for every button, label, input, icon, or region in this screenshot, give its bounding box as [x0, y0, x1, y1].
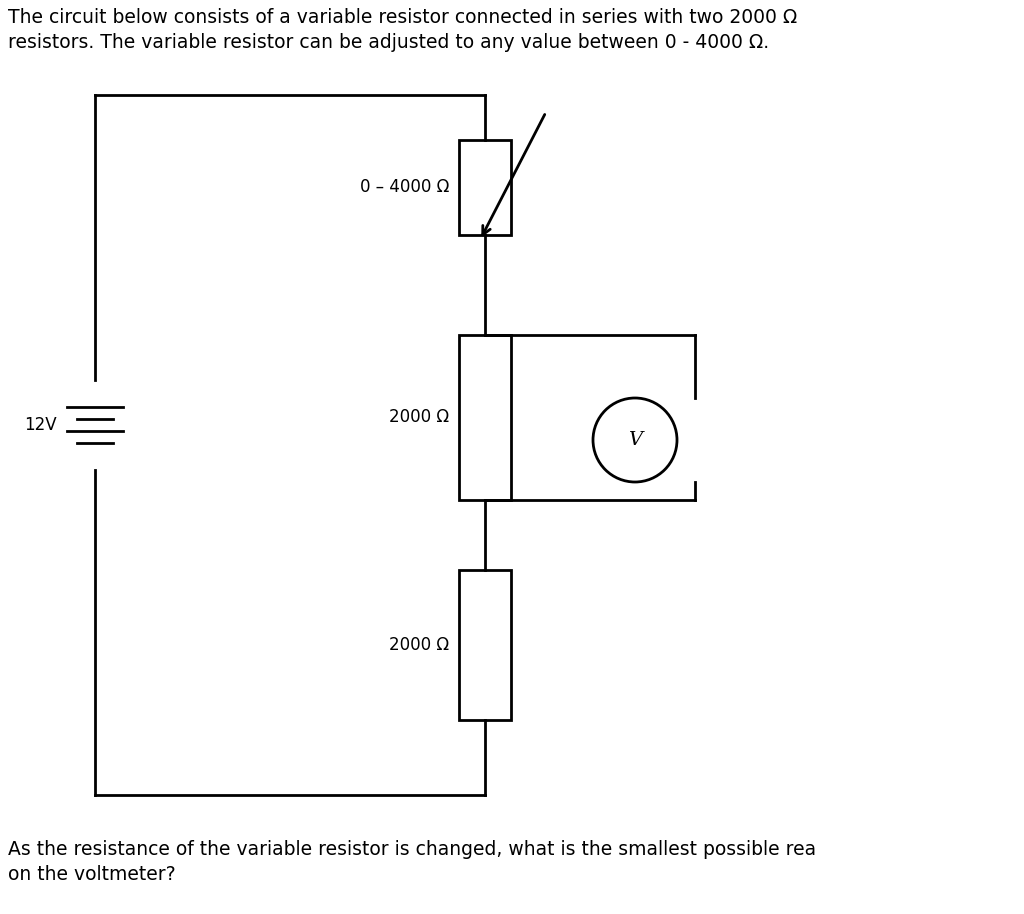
Text: 0 – 4000 Ω: 0 – 4000 Ω: [359, 178, 449, 197]
Text: 2000 Ω: 2000 Ω: [389, 636, 449, 654]
Text: 12V: 12V: [25, 416, 57, 434]
Bar: [459, 335, 511, 500]
Text: 2000 Ω: 2000 Ω: [389, 409, 449, 427]
Bar: [459, 570, 511, 720]
Text: The circuit below consists of a variable resistor connected in series with two 2: The circuit below consists of a variable…: [8, 8, 798, 52]
Text: V: V: [628, 431, 642, 449]
Text: As the resistance of the variable resistor is changed, what is the smallest poss: As the resistance of the variable resist…: [8, 840, 816, 884]
Bar: [459, 140, 511, 235]
